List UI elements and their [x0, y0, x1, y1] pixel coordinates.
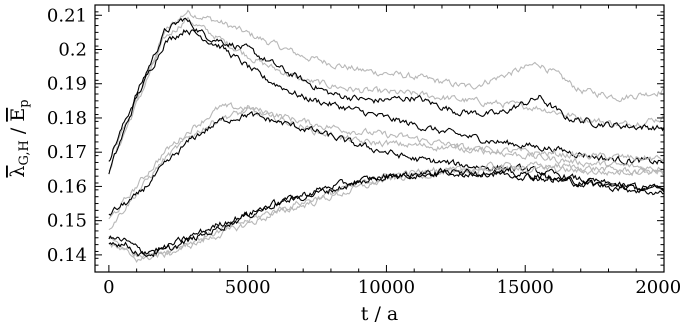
series-line-2	[108, 16, 665, 172]
series-line-11	[108, 167, 665, 258]
y-tick-label: 0.14	[47, 245, 87, 266]
series-line-1	[108, 9, 665, 162]
series-line-6	[108, 106, 665, 231]
plot-frame	[94, 4, 665, 273]
y-tick-label: 0.17	[47, 142, 87, 163]
y-tick-label: 0.16	[47, 176, 87, 197]
x-tick-label: 15000	[497, 277, 554, 298]
y-label-energy: E	[7, 108, 29, 122]
series-line-7	[108, 111, 665, 216]
plot-lines	[108, 9, 665, 264]
y-axis-label: λG,H / Ep	[7, 99, 32, 177]
x-tick-label: 5000	[225, 277, 271, 298]
y-label-separator: /	[7, 122, 29, 140]
y-label-sub-gh: G,H	[17, 140, 32, 165]
series-line-3	[108, 17, 665, 162]
y-ticks: 0.14 0.15 0.16 0.17 0.18 0.19 0.2 0.21	[47, 5, 664, 273]
y-tick-label: 0.19	[47, 74, 87, 95]
y-label-sub-p: p	[17, 99, 32, 107]
x-tick-label: 0	[103, 277, 114, 298]
y-tick-label: 0.2	[58, 40, 87, 61]
x-axis-label: t / a	[361, 303, 398, 325]
series-line-10	[108, 167, 665, 255]
y-tick-label: 0.18	[47, 108, 87, 129]
y-tick-label: 0.21	[47, 5, 87, 26]
y-axis-label-text: λG,H / Ep	[7, 99, 32, 177]
y-label-lambda: λ	[7, 166, 29, 178]
y-tick-label: 0.15	[47, 211, 87, 232]
x-tick-label: 10000	[358, 277, 415, 298]
series-line-5	[108, 101, 665, 220]
